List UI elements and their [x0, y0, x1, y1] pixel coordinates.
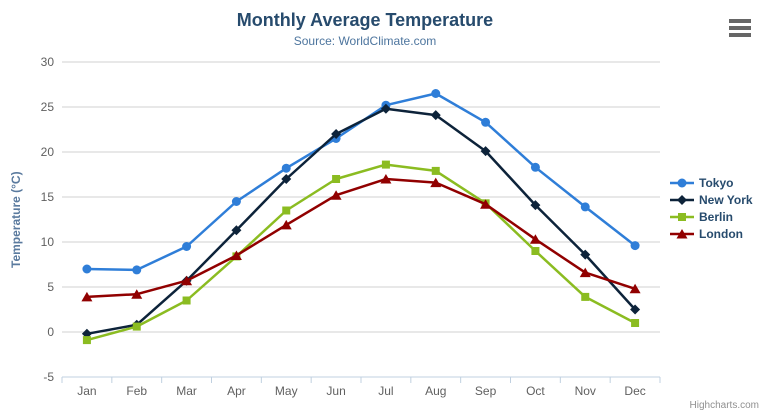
- y-axis-label: -5: [43, 370, 54, 384]
- circle-marker[interactable]: [182, 242, 192, 251]
- x-axis-label: Feb: [126, 384, 147, 398]
- series-london[interactable]: [81, 174, 641, 302]
- circle-marker[interactable]: [580, 202, 590, 212]
- hamburger-bar: [729, 33, 751, 37]
- x-axis-label: Dec: [624, 384, 645, 398]
- x-axis-label: Jun: [326, 384, 345, 398]
- square-marker[interactable]: [132, 322, 141, 331]
- square-marker[interactable]: [678, 213, 686, 221]
- triangle-marker[interactable]: [131, 289, 143, 299]
- x-axis-label: Jan: [77, 384, 96, 398]
- y-axis-label: 10: [41, 235, 55, 249]
- x-axis-label: Aug: [425, 384, 446, 398]
- square-marker[interactable]: [332, 175, 341, 183]
- line-marker-icon: [670, 178, 694, 188]
- series-line: [85, 177, 637, 299]
- diamond-marker[interactable]: [231, 225, 242, 236]
- triangle-marker[interactable]: [480, 199, 492, 209]
- diamond-marker[interactable]: [430, 110, 441, 121]
- legend: Tokyo New York Berlin London: [670, 176, 753, 241]
- square-marker[interactable]: [531, 247, 540, 255]
- y-axis-label: 25: [41, 100, 55, 114]
- legend-label: Tokyo: [699, 176, 734, 190]
- square-marker[interactable]: [381, 160, 390, 169]
- chart-subtitle: Source: WorldClimate.com: [293, 34, 437, 48]
- x-axis-label: Jul: [378, 384, 393, 398]
- y-axis-label: 15: [41, 190, 55, 204]
- triangle-marker[interactable]: [81, 291, 93, 302]
- triangle-marker[interactable]: [629, 283, 641, 294]
- legend-label: London: [699, 227, 743, 241]
- diamond-marker[interactable]: [380, 103, 391, 114]
- diamond-marker[interactable]: [580, 249, 591, 260]
- x-axis-label: Mar: [176, 384, 197, 398]
- hamburger-bar: [729, 26, 751, 30]
- x-axis-label: Oct: [526, 384, 545, 398]
- legend-label: Berlin: [699, 210, 734, 224]
- triangle-marker[interactable]: [579, 267, 591, 278]
- x-axis-label: May: [275, 384, 298, 398]
- series-line: [85, 163, 637, 342]
- x-axis-label: Apr: [227, 384, 246, 398]
- series-tokyo[interactable]: [82, 89, 640, 275]
- y-axis-label: 0: [47, 325, 54, 339]
- triangle-marker[interactable]: [676, 229, 688, 239]
- circle-marker[interactable]: [530, 162, 540, 172]
- hamburger-bar: [729, 19, 751, 23]
- circle-marker[interactable]: [132, 265, 142, 275]
- diamond-marker[interactable]: [480, 146, 491, 157]
- triangle-marker[interactable]: [181, 275, 193, 286]
- legend-item-tokyo[interactable]: Tokyo: [670, 176, 753, 190]
- circle-marker[interactable]: [431, 89, 441, 98]
- x-axis-label: Sep: [475, 384, 497, 398]
- triangle-marker[interactable]: [529, 234, 541, 244]
- triangle-marker[interactable]: [230, 250, 242, 261]
- y-axis-title: Temperature (°C): [9, 171, 23, 268]
- circle-marker[interactable]: [677, 178, 687, 188]
- diamond-marker[interactable]: [630, 304, 641, 315]
- line-marker-icon: [670, 213, 694, 221]
- circle-marker[interactable]: [281, 163, 291, 173]
- line-marker-icon: [670, 229, 694, 239]
- square-marker[interactable]: [431, 166, 440, 175]
- triangle-marker[interactable]: [380, 174, 392, 184]
- circle-marker[interactable]: [231, 197, 241, 206]
- page-title: Monthly Average Temperature: [236, 10, 494, 30]
- circle-marker[interactable]: [82, 264, 92, 274]
- y-axis-label: 5: [47, 280, 54, 294]
- credits-link[interactable]: Highcharts.com: [689, 400, 759, 411]
- diamond-marker[interactable]: [331, 129, 342, 139]
- diamond-marker[interactable]: [677, 195, 687, 205]
- hamburger-menu-icon[interactable]: [729, 19, 751, 37]
- circle-marker[interactable]: [481, 117, 491, 127]
- triangle-marker[interactable]: [330, 190, 342, 200]
- legend-item-new-york[interactable]: New York: [670, 193, 753, 207]
- y-axis-label: 20: [41, 145, 55, 159]
- diamond-marker[interactable]: [530, 200, 541, 211]
- x-axis-label: Nov: [575, 384, 596, 398]
- triangle-marker[interactable]: [280, 219, 292, 230]
- series-new-york[interactable]: [81, 103, 641, 339]
- line-marker-icon: [670, 195, 694, 205]
- square-marker[interactable]: [182, 296, 191, 305]
- y-axis-label: 30: [41, 55, 55, 69]
- diamond-marker[interactable]: [281, 174, 292, 184]
- legend-label: New York: [699, 193, 753, 207]
- square-marker[interactable]: [581, 292, 590, 301]
- legend-item-berlin[interactable]: Berlin: [670, 210, 753, 224]
- legend-item-london[interactable]: London: [670, 227, 753, 241]
- series-line: [85, 92, 637, 272]
- square-marker[interactable]: [631, 319, 640, 327]
- square-marker[interactable]: [282, 206, 291, 215]
- triangle-marker[interactable]: [430, 177, 442, 188]
- square-marker[interactable]: [82, 336, 91, 345]
- series-line: [85, 107, 637, 336]
- circle-marker[interactable]: [630, 241, 640, 251]
